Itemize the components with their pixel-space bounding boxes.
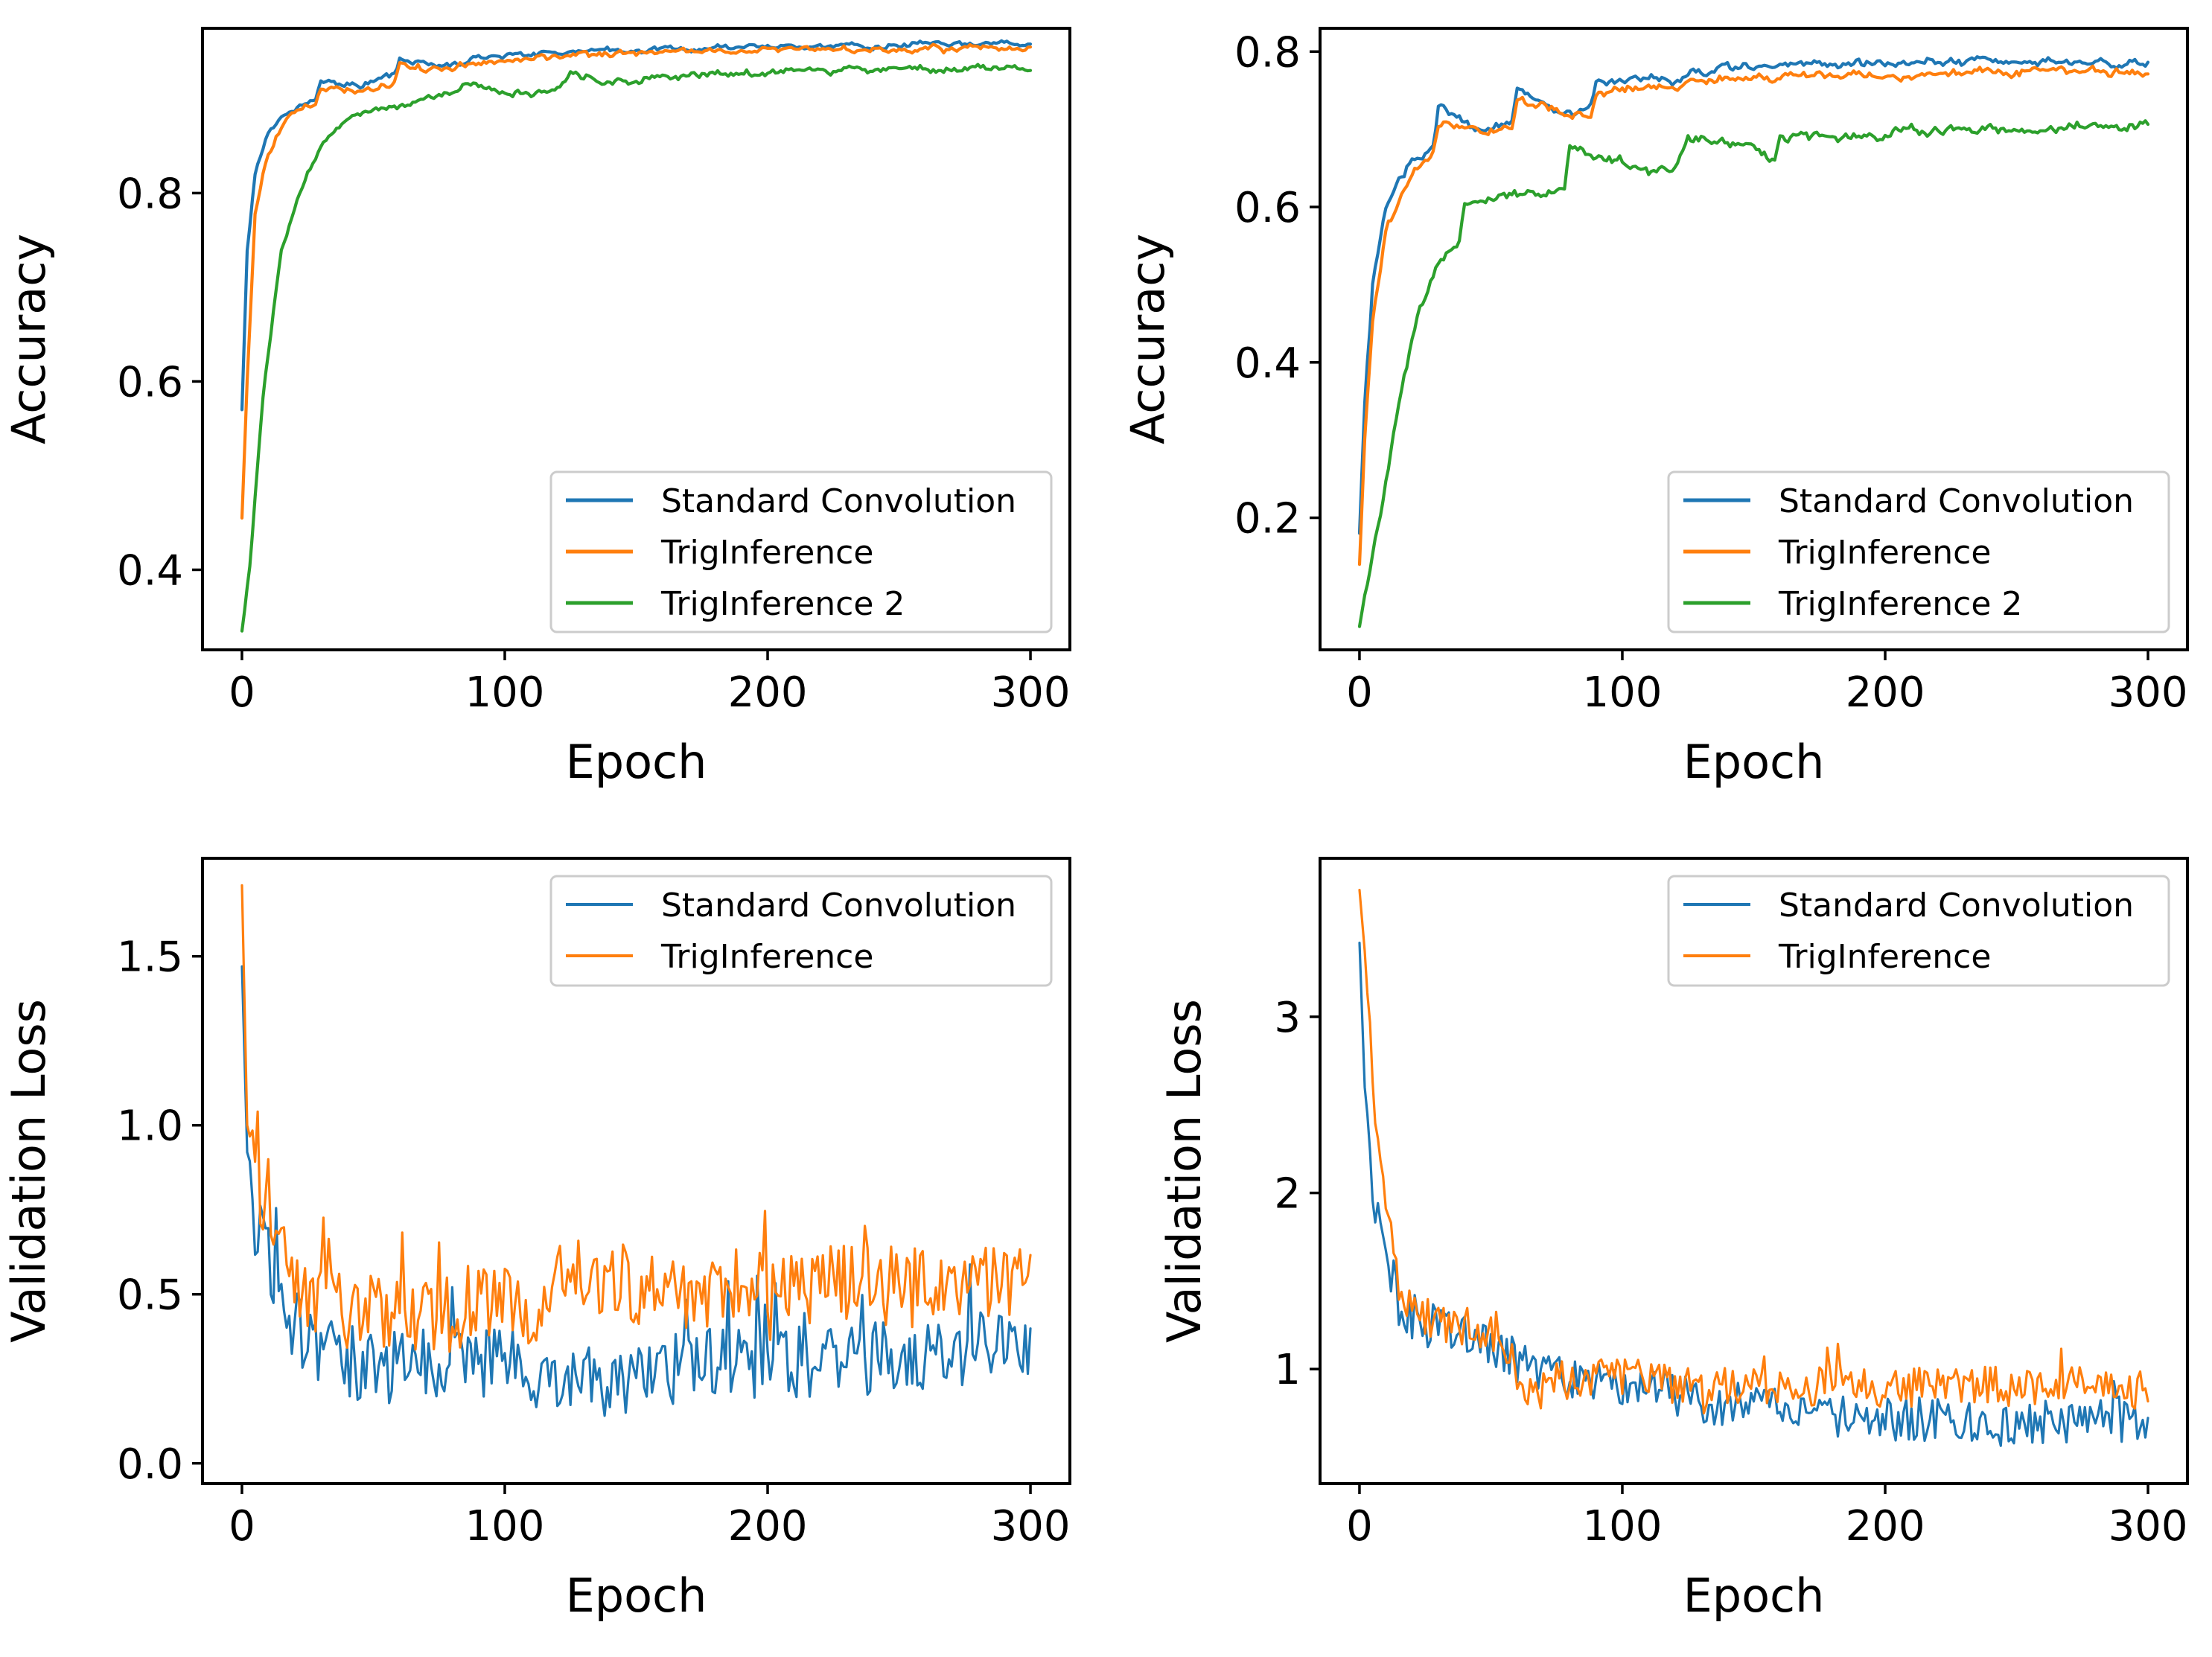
legend: Standard Convolution TrigInference TrigInf…	[1667, 470, 2170, 633]
y-tick-label: 3	[1274, 994, 1301, 1042]
legend-label: TrigInference	[1778, 938, 1991, 976]
x-tick-label: 0	[229, 668, 255, 717]
legend-label: Standard Convolution	[1779, 887, 2134, 925]
y-tick-label: 0.8	[1234, 28, 1301, 77]
x-axis-label: Epoch	[1683, 1568, 1825, 1623]
chart-panel-acc-left: 0 100 200 300 0.4 0.6 0.8 Epoch Accuracy Standard…	[1, 27, 1071, 789]
y-tick-label: 0.8	[117, 170, 183, 218]
y-tick-label: 0.6	[117, 358, 183, 406]
legend-label: Standard Convolution	[661, 482, 1016, 520]
series-line-triginference	[1357, 64, 2150, 566]
y-axis-label: Validation Loss	[1, 999, 56, 1343]
axes-frame	[201, 27, 1071, 651]
axes-frame	[201, 857, 1071, 1485]
series-line-triginference-2	[240, 63, 1033, 633]
y-tick-label: 0.2	[1234, 495, 1301, 543]
y-tick-label: 0.6	[1234, 184, 1301, 232]
y-axis-label: Validation Loss	[1157, 999, 1211, 1343]
x-tick-label: 200	[728, 1502, 808, 1551]
y-tick-label: 2	[1274, 1170, 1301, 1219]
x-axis-label: Epoch	[566, 1568, 707, 1623]
y-tick-label: 0.0	[117, 1440, 183, 1489]
series-line-triginference-2	[1357, 119, 2150, 628]
legend-label: Standard Convolution	[661, 887, 1016, 925]
x-tick-label: 300	[2109, 668, 2188, 717]
x-tick-label: 0	[1346, 1502, 1373, 1551]
series-line-triginference	[240, 42, 1033, 520]
x-tick-label: 300	[991, 668, 1071, 717]
series-line-triginference	[1358, 889, 2149, 1415]
legend-box	[549, 875, 1053, 987]
chart-panel-loss-right: 0 100 200 300 1 2 3 Epoch Validation Loss Standar…	[1157, 857, 2189, 1623]
legend-label: TrigInference	[1778, 534, 1991, 572]
series-line-triginference	[240, 884, 1032, 1353]
chart-panel-acc-right: 0 100 200 300 0.2 0.4 0.6 0.8 Epoch Accuracy Stand…	[1121, 27, 2189, 789]
y-tick-label: 0.4	[1234, 339, 1301, 388]
legend-box	[1667, 470, 2170, 633]
y-tick-label: 1.0	[117, 1102, 183, 1151]
legend-box	[549, 470, 1053, 633]
y-tick-label: 0.4	[117, 546, 183, 595]
axes-frame	[1319, 27, 2189, 651]
series-line-standard-convolution	[1358, 942, 2149, 1447]
x-tick-label: 100	[1583, 668, 1663, 717]
legend-box	[1667, 875, 2170, 987]
legend-label: Standard Convolution	[1779, 482, 2134, 520]
axes-frame	[1319, 857, 2189, 1485]
legend-label: TrigInference	[660, 938, 873, 976]
legend: Standard Convolution TrigInference	[549, 875, 1053, 987]
y-tick-label: 0.5	[117, 1271, 183, 1320]
x-tick-label: 300	[991, 1502, 1071, 1551]
legend-label: TrigInference	[660, 534, 873, 572]
x-tick-label: 100	[465, 668, 545, 717]
chart-panel-loss-left: 0 100 200 300 0.0 0.5 1.0 1.5 Epoch Validation Lo…	[1, 857, 1071, 1623]
y-axis-label: Accuracy	[1, 234, 56, 444]
x-tick-label: 200	[728, 668, 808, 717]
x-tick-label: 0	[229, 1502, 255, 1551]
legend: Standard Convolution TrigInference	[1667, 875, 2170, 987]
x-tick-label: 300	[2109, 1502, 2188, 1551]
series-line-standard-convolution	[240, 39, 1033, 412]
x-tick-label: 200	[1846, 668, 1925, 717]
x-axis-label: Epoch	[566, 735, 707, 789]
legend-label: TrigInference 2	[1778, 585, 2022, 623]
legend: Standard Convolution TrigInference TrigInf…	[549, 470, 1053, 633]
y-axis-label: Accuracy	[1121, 234, 1175, 444]
x-axis-label: Epoch	[1683, 735, 1825, 789]
x-tick-label: 200	[1846, 1502, 1925, 1551]
legend-label: TrigInference 2	[660, 585, 905, 623]
y-tick-label: 1	[1274, 1346, 1301, 1394]
x-tick-label: 100	[465, 1502, 545, 1551]
series-line-standard-convolution	[240, 965, 1032, 1417]
x-tick-label: 100	[1583, 1502, 1663, 1551]
y-tick-label: 1.5	[117, 933, 183, 982]
x-tick-label: 0	[1346, 668, 1373, 717]
